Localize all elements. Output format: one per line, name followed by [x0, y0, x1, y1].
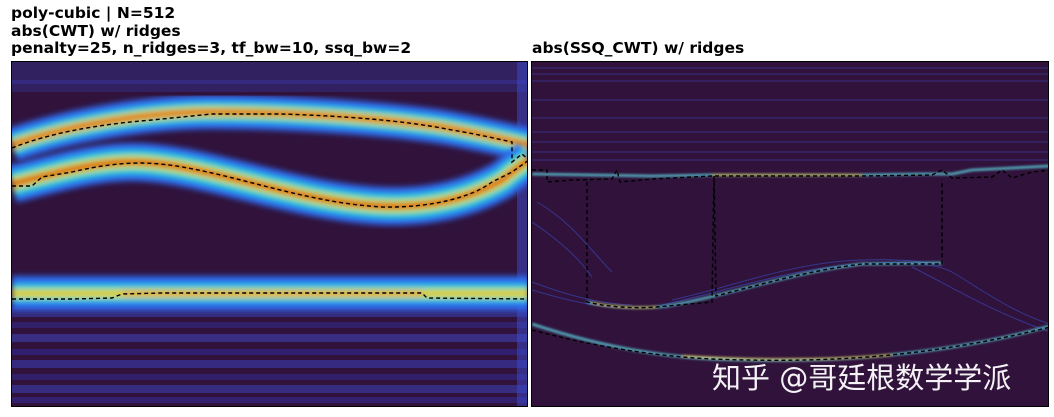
- watermark-text: 知乎 @哥廷根数学学派: [712, 361, 1012, 395]
- ssq-cwt-image: [532, 62, 1048, 406]
- left-title-line-2: abs(CWT) w/ ridges: [11, 21, 181, 40]
- left-title-line-1: poly-cubic | N=512: [11, 4, 176, 22]
- cwt-scalogram-image: [12, 62, 527, 406]
- right-plot-title: abs(SSQ_CWT) w/ ridges: [532, 39, 745, 57]
- ssq-cwt-panel: 知乎 @哥廷根数学学派: [531, 61, 1049, 407]
- left-plot-title: poly-cubic | N=512 abs(CWT) w/ ridges pena…: [11, 4, 412, 58]
- left-title-line-3: penalty=25, n_ridges=3, tf_bw=10, ssq_bw…: [11, 39, 412, 57]
- cwt-scalogram-panel: [11, 61, 528, 407]
